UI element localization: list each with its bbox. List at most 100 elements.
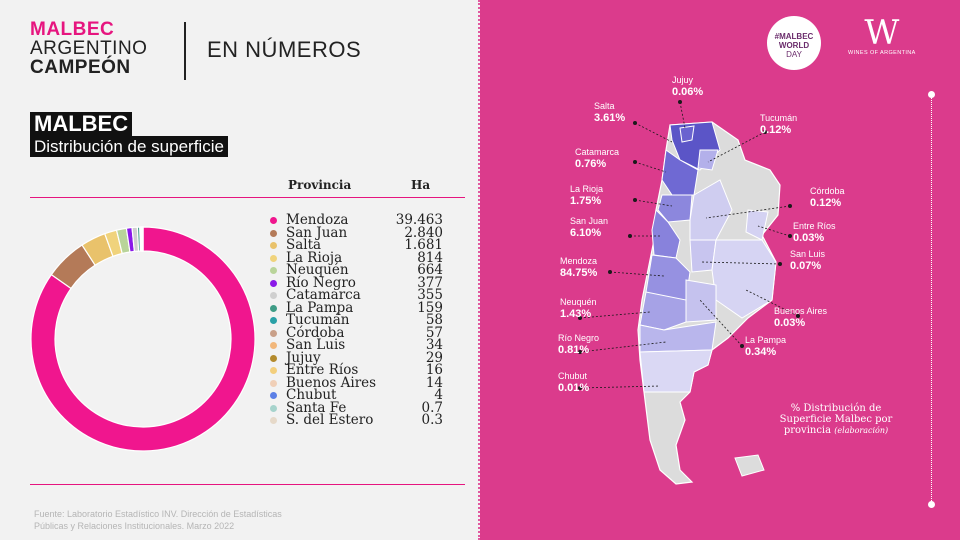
legend-row: S. del Estero 0.3 xyxy=(270,412,450,428)
legend-province: San Luis xyxy=(286,337,346,353)
province-chubut xyxy=(639,349,713,393)
legend-row: La Pampa 159 xyxy=(270,299,450,316)
legend-value: 377 xyxy=(417,274,443,291)
map-label-buenos-aires: Buenos Aires 0.03% xyxy=(774,306,828,329)
legend-province: Neuquén xyxy=(286,262,349,278)
legend-swatch xyxy=(270,304,277,312)
woa-mark: W xyxy=(864,13,900,53)
province-tucuman xyxy=(697,149,719,171)
chart-subtitle: Distribución de superficie xyxy=(30,136,228,157)
map-label-jujuy: Jujuy 0.06% xyxy=(672,75,704,98)
header-separator xyxy=(184,22,186,80)
map-label-catamarca: Catamarca 0.76% xyxy=(575,147,620,170)
note-line-3: provincia (elaboración) xyxy=(783,425,889,436)
legend-header: Provincia Ha xyxy=(270,175,450,195)
chart-title: MALBEC xyxy=(30,112,133,136)
legend-swatch xyxy=(270,229,277,237)
source-line-2: Públicas y Relaciones Institucionales. M… xyxy=(34,521,235,531)
legend-province: Jujuy xyxy=(286,349,321,366)
legend-row: Neuquén 664 xyxy=(270,262,450,278)
map-label-la-pampa: La Pampa 0.34% xyxy=(745,335,787,358)
legend-province: La Pampa xyxy=(286,299,354,316)
map-label-rio-negro: Río Negro 0.81% xyxy=(558,333,600,356)
legend-province: Tucumán xyxy=(286,312,350,328)
legend-province: La Rioja xyxy=(286,249,343,266)
donut-slice-mendoza xyxy=(30,226,256,452)
legend-province: Santa Fe xyxy=(286,399,347,416)
leader-lines xyxy=(579,101,799,389)
legend-swatch xyxy=(270,342,277,349)
legend-value: 29 xyxy=(425,349,443,366)
legend-value: 0.7 xyxy=(421,399,443,416)
legend-row: Chubut 4 xyxy=(270,388,450,402)
source-note: Fuente: Laboratorio Estadístico INV. Dir… xyxy=(34,508,282,532)
map-label-neuquen: Neuquén 1.43% xyxy=(560,297,597,320)
legend-value: 39.463 xyxy=(395,212,443,228)
brand-block: MALBEC ARGENTINO CAMPEÓN xyxy=(30,20,147,77)
logo-line-2: WORLD xyxy=(779,41,809,50)
legend-value: 57 xyxy=(425,324,443,341)
province-header: Provincia xyxy=(288,178,352,192)
province-neuquen xyxy=(639,291,687,331)
province-jujuy xyxy=(679,125,695,143)
map-label-la-rioja: La Rioja 1.75% xyxy=(570,184,604,207)
map-label-salta: Salta 3.61% xyxy=(594,101,626,124)
map-label-tucuman: Tucumán 0.12% xyxy=(760,113,798,136)
legend-value: 814 xyxy=(417,249,443,266)
legend-province: Buenos Aires xyxy=(286,374,377,391)
legend-row: Tucumán 58 xyxy=(270,312,450,328)
legend-row: Buenos Aires 14 xyxy=(270,374,450,391)
right-dotted-line xyxy=(931,95,932,505)
legend-value: 0.3 xyxy=(421,412,443,428)
legend-value: 16 xyxy=(425,362,443,378)
line-dot-bottom xyxy=(928,501,935,508)
brand-line-2: ARGENTINO xyxy=(30,38,148,59)
legend-row: Río Negro 377 xyxy=(270,274,450,291)
legend-row: Entre Ríos 16 xyxy=(270,362,450,378)
ha-header: Ha xyxy=(411,178,431,192)
legend-row: Santa Fe 0.7 xyxy=(270,399,450,416)
legend-row: San Juan 2.840 xyxy=(270,224,450,241)
province-la-rioja xyxy=(657,194,693,223)
legend-swatch xyxy=(270,404,277,412)
legend-rows: Mendoza 39.463 San Juan 2.840 Salta 1.681 La R… xyxy=(270,212,450,428)
leader-dots xyxy=(578,100,800,390)
woa-text: WINES OF ARGENTINA xyxy=(848,50,916,56)
bottom-rule xyxy=(30,484,465,485)
map-label-entre-rios: Entre Ríos 0.03% xyxy=(793,221,836,244)
legend-province: San Juan xyxy=(286,224,348,241)
legend-swatch xyxy=(270,367,277,374)
donut-chart xyxy=(30,226,256,452)
legend-value: 159 xyxy=(417,299,443,316)
legend-swatch xyxy=(270,317,277,324)
legend-swatch xyxy=(270,217,277,224)
legend-swatch xyxy=(270,242,277,249)
legend-row: San Luis 34 xyxy=(270,337,450,353)
legend-swatch xyxy=(270,379,277,387)
legend-swatch xyxy=(270,279,277,287)
legend-swatch xyxy=(270,417,277,424)
logo-line-1: #MALBEC xyxy=(775,32,814,41)
legend-value: 58 xyxy=(425,312,443,328)
legend-swatch xyxy=(270,354,277,362)
source-line-1: Fuente: Laboratorio Estadístico INV. Dir… xyxy=(34,509,282,519)
legend-province: Río Negro xyxy=(286,274,356,291)
legend-swatch xyxy=(270,329,277,337)
legend-swatch xyxy=(270,267,277,274)
map-label-chubut: Chubut 0.01% xyxy=(558,371,590,394)
legend-value: 355 xyxy=(417,287,443,303)
legend-value: 34 xyxy=(425,337,443,353)
legend-province: Salta xyxy=(286,237,322,253)
legend-province: Córdoba xyxy=(286,324,345,341)
legend-value: 1.681 xyxy=(404,237,443,253)
map-label-san-juan: San Juan 6.10% xyxy=(570,216,609,239)
line-dot-top xyxy=(928,91,935,98)
legend-value: 664 xyxy=(417,262,443,278)
panel-divider xyxy=(478,0,482,540)
legend-value: 14 xyxy=(425,374,443,391)
map-label-mendoza: Mendoza 84.75% xyxy=(560,256,598,279)
legend-row: Mendoza 39.463 xyxy=(270,212,450,228)
note-line-1: % Distribución de xyxy=(790,403,882,414)
legend-row: Salta 1.681 xyxy=(270,237,450,253)
legend-province: Catamarca xyxy=(286,287,361,303)
